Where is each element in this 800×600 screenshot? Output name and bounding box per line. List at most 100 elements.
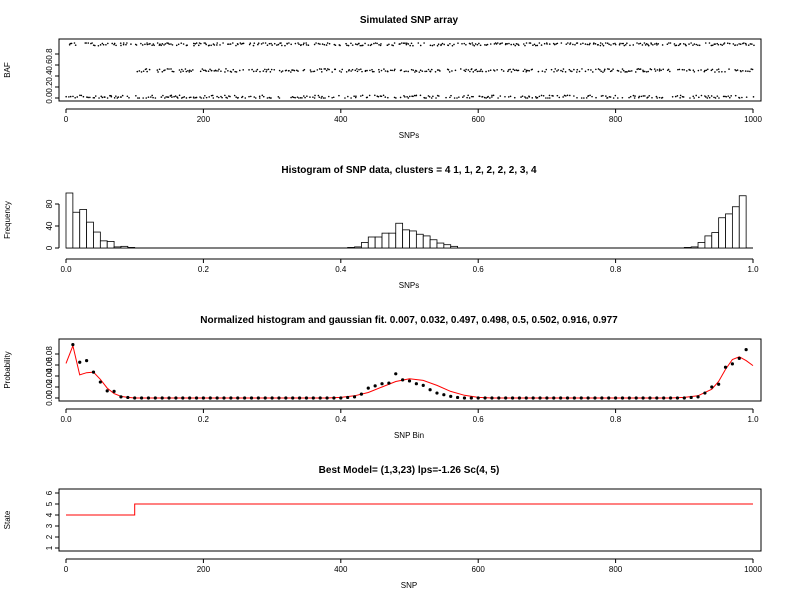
y-tick-label: 6 — [45, 490, 54, 495]
baf-point — [253, 96, 256, 98]
baf-point — [604, 42, 607, 44]
baf-point — [226, 97, 229, 99]
baf-point — [192, 42, 195, 45]
baf-point — [524, 96, 526, 98]
baf-point — [644, 44, 647, 46]
baf-point — [402, 42, 405, 45]
probability-point — [723, 365, 728, 369]
x-tick-label: 0.2 — [198, 265, 210, 274]
baf-point — [469, 43, 472, 45]
baf-point — [277, 43, 280, 46]
panel-hist-xlabel: SNPs — [399, 281, 419, 290]
baf-point — [560, 69, 562, 72]
baf-point — [68, 43, 71, 46]
baf-point — [410, 42, 413, 45]
baf-point — [262, 70, 265, 72]
baf-point — [467, 69, 470, 71]
baf-point — [636, 42, 638, 44]
baf-point — [394, 68, 396, 71]
baf-point — [192, 69, 194, 71]
baf-point — [753, 44, 755, 47]
baf-point — [502, 70, 505, 72]
baf-point — [727, 95, 730, 97]
baf-point — [643, 42, 646, 44]
baf-point — [249, 42, 252, 44]
baf-point — [553, 70, 555, 73]
baf-point — [728, 42, 731, 45]
baf-point — [168, 43, 171, 45]
baf-point — [358, 42, 360, 45]
baf-point — [632, 94, 635, 97]
probability-point — [524, 396, 528, 400]
baf-point — [145, 97, 148, 99]
baf-point — [264, 42, 267, 44]
baf-point — [168, 68, 170, 70]
baf-point — [738, 43, 740, 45]
baf-point — [563, 94, 566, 97]
probability-point — [146, 396, 151, 400]
baf-point — [409, 44, 411, 47]
baf-point — [489, 69, 492, 72]
baf-point — [175, 44, 178, 47]
baf-point — [170, 43, 172, 45]
baf-point — [410, 68, 413, 71]
baf-point — [534, 96, 537, 98]
baf-point — [138, 70, 141, 72]
baf-point — [285, 69, 288, 72]
baf-point — [552, 42, 555, 45]
baf-point — [644, 95, 646, 97]
baf-point — [453, 43, 455, 46]
panel-gauss-y-axis: 0.000.020.040.060.08 — [45, 346, 60, 406]
baf-point — [425, 70, 428, 73]
panel-state-frame — [58, 488, 762, 552]
probability-point — [572, 396, 576, 400]
baf-point — [692, 69, 695, 71]
baf-point — [373, 42, 375, 45]
baf-point — [533, 43, 536, 46]
panel-state-xlabel: SNP — [401, 581, 417, 590]
baf-point — [182, 96, 184, 99]
baf-point — [164, 43, 167, 45]
baf-point — [235, 96, 237, 98]
baf-point — [266, 44, 269, 47]
baf-point — [193, 97, 195, 99]
baf-point — [583, 97, 585, 99]
baf-point — [721, 44, 724, 46]
baf-point — [735, 69, 737, 72]
hist-bar — [106, 240, 115, 249]
baf-point — [515, 43, 518, 45]
baf-point — [599, 69, 601, 71]
panel-state: Best Model= (1,3,23) lps=-1.26 Sc(4, 5) … — [3, 465, 762, 590]
baf-point — [94, 95, 97, 97]
baf-point — [656, 69, 659, 71]
baf-point — [506, 43, 508, 45]
baf-point — [309, 69, 312, 71]
baf-point — [564, 71, 567, 73]
baf-point — [301, 97, 303, 99]
probability-point — [689, 395, 693, 400]
baf-point — [302, 95, 305, 97]
baf-point — [288, 69, 290, 72]
baf-point — [554, 68, 557, 70]
baf-point — [339, 44, 341, 47]
baf-point — [186, 44, 188, 47]
baf-point — [248, 43, 251, 46]
baf-point — [188, 69, 191, 72]
baf-point — [174, 95, 177, 97]
baf-point — [608, 43, 610, 46]
baf-point — [587, 94, 590, 97]
baf-point — [128, 96, 130, 99]
baf-point — [645, 42, 648, 45]
baf-point — [525, 97, 527, 99]
baf-point — [208, 44, 210, 47]
probability-point — [552, 396, 556, 400]
x-tick-label: 1.0 — [747, 415, 759, 424]
hist-bar — [127, 247, 136, 249]
hist-bar — [690, 246, 699, 249]
baf-point — [557, 69, 560, 71]
x-tick-label: 1000 — [744, 565, 762, 574]
baf-point — [674, 95, 677, 98]
baf-point — [388, 43, 390, 46]
panel-hist-marks — [65, 192, 753, 249]
baf-point — [146, 43, 149, 46]
